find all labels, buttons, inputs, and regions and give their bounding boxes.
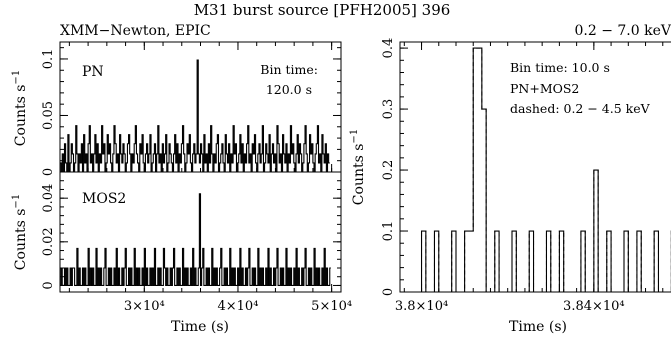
y-tick-label: 0 (41, 168, 56, 176)
y-tick-label: 0 (381, 288, 396, 296)
y-tick-label: 0.02 (41, 227, 56, 256)
figure-title: M31 burst source [PFH2005] 396 (194, 1, 451, 19)
y-tick-label: 0.04 (41, 184, 56, 213)
pn-ylabel: Counts s−1 (11, 70, 29, 146)
pn-bintime-value: 120.0 s (266, 82, 312, 97)
y-tick-label: 0 (41, 281, 56, 289)
x-tick-label: 4×10⁴ (218, 299, 259, 314)
zoom-lightcurve-soft-band (400, 47, 671, 293)
y-tick-label: 0.4 (381, 38, 396, 59)
pn-label: PN (82, 64, 104, 80)
y-tick-label: 0.1 (381, 221, 396, 242)
pn-bintime-label: Bin time: (260, 62, 318, 77)
y-tick-label: 0.2 (381, 160, 396, 181)
y-tick-label: 0.05 (41, 101, 56, 130)
energy-band-header: 0.2 − 7.0 keV (575, 23, 671, 39)
zoom-xlabel: Time (s) (509, 319, 567, 335)
instrument-header: XMM−Newton, EPIC (60, 23, 211, 39)
y-tick-label: 0.1 (41, 49, 56, 70)
zoom-instrument-label: PN+MOS2 (510, 81, 579, 96)
x-tick-label: 5×10⁴ (311, 299, 352, 314)
x-tick-label: 3.84×10⁴ (563, 299, 625, 314)
mos2-lightcurve (60, 193, 331, 287)
zoom-ylabel: Counts s−1 (349, 129, 367, 205)
x-tick-label: 3.8×10⁴ (395, 299, 448, 314)
mos2-lightcurve-panel: 0 0.02 0.04 3×10⁴ 4×10⁴ 5×10⁴ MOS2 Counts s−1… (11, 171, 352, 335)
mos2-label: MOS2 (82, 191, 126, 207)
y-tick-label: 0.3 (381, 99, 396, 120)
zoom-plot-frame (399, 41, 671, 293)
pn-lightcurve (60, 59, 330, 173)
left-xlabel: Time (s) (171, 319, 229, 335)
pn-lightcurve-panel: 0 0.05 0.1 PN Bin time: 120.0 s Counts s−1 (11, 41, 342, 176)
mos2-ylabel: Counts s−1 (11, 194, 29, 270)
zoom-dashed-note: dashed: 0.2 − 4.5 keV (510, 101, 651, 116)
zoom-lightcurve-panel: 0 0.1 0.2 0.3 0.4 3.8×10⁴ 3.84×10⁴ Bin time: 1… (349, 38, 671, 335)
zoom-bintime-label: Bin time: 10.0 s (510, 60, 610, 75)
x-tick-label: 3×10⁴ (124, 299, 165, 314)
